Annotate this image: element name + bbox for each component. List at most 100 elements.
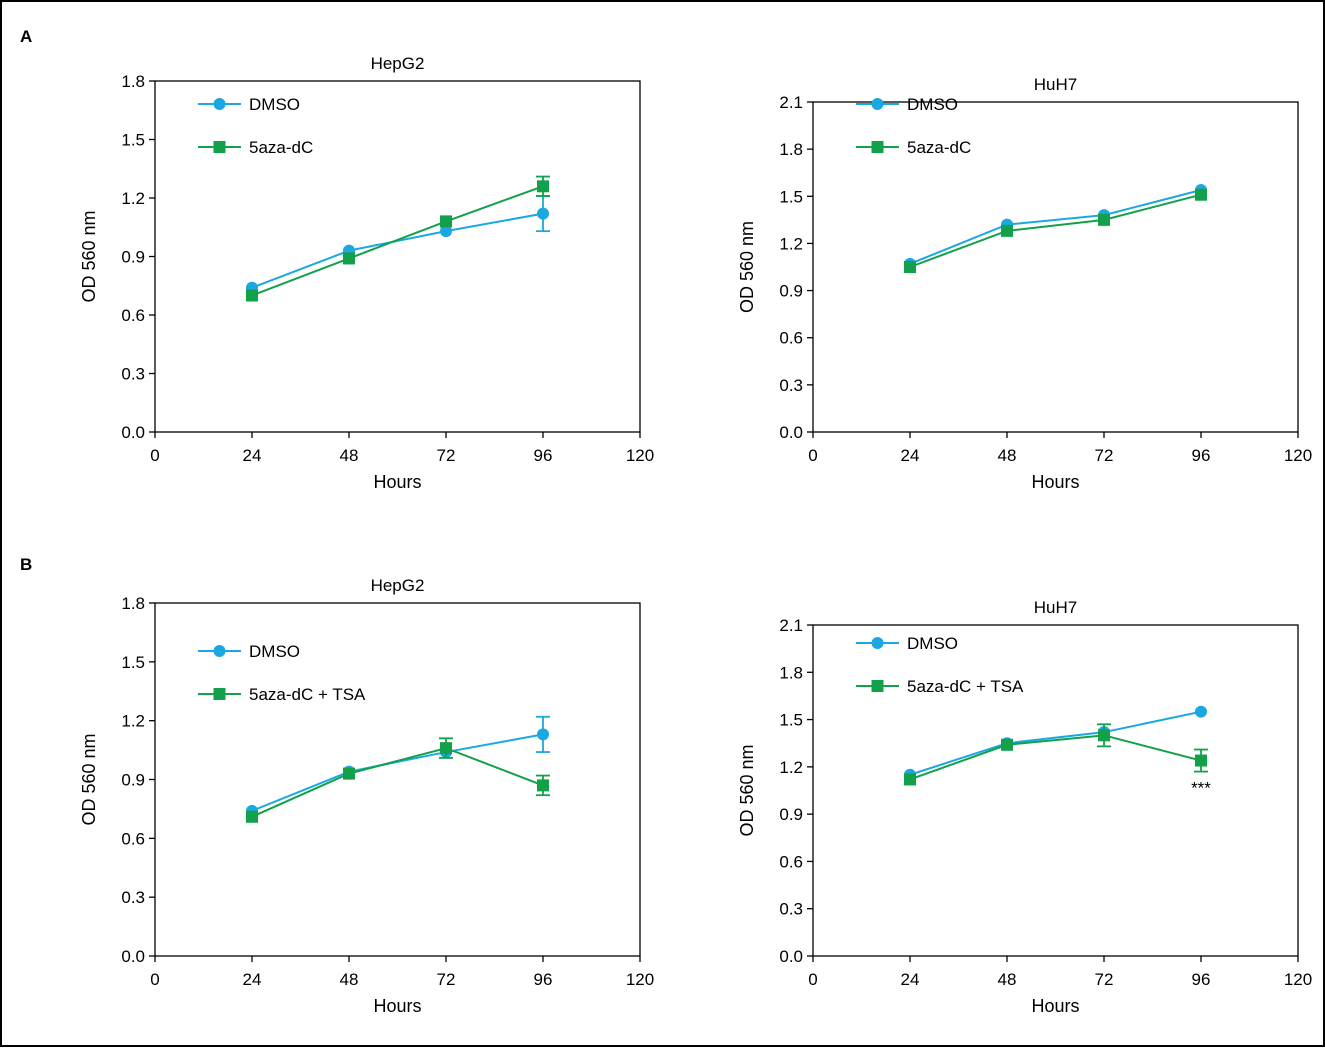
chart-title: HepG2: [371, 54, 425, 73]
data-point: [1098, 729, 1110, 742]
chart-3: HepG2 0 24 48 72 96 120 0.0 0.3 0.6 0.9 1.2 1.5 1.8 Ho…: [79, 576, 654, 1016]
x-tick-label: 72: [1095, 970, 1114, 989]
legend-item: DMSO: [856, 634, 958, 653]
data-point: [440, 742, 452, 755]
x-tick-label: 72: [437, 446, 456, 465]
x-tick-label: 96: [1192, 970, 1211, 989]
legend-item: 5aza-dC: [198, 138, 313, 157]
plot-area: [812, 101, 1299, 433]
chart-title: HuH7: [1034, 75, 1077, 94]
series-line: [909, 710, 1202, 776]
x-tick-label: 24: [243, 970, 262, 989]
panel-label-b: B: [20, 555, 32, 574]
x-tick-label: 48: [340, 446, 359, 465]
legend-marker: [871, 98, 884, 110]
legend-item: 5aza-dC + TSA: [856, 677, 1024, 696]
x-axis-label: Hours: [1031, 472, 1079, 492]
data-point: [1001, 738, 1013, 751]
data-point: [1195, 754, 1207, 767]
legend-label: DMSO: [907, 634, 958, 653]
y-tick-label: 0.6: [779, 852, 803, 871]
series-treated: [904, 723, 1208, 786]
y-tick-label: 1.5: [779, 711, 803, 730]
data-point: [537, 180, 549, 193]
legend-item: DMSO: [198, 642, 300, 661]
legend-marker: [213, 141, 226, 153]
x-tick-label: 96: [1192, 446, 1211, 465]
y-tick-label: 0.3: [121, 888, 145, 907]
x-tick-label: 0: [808, 446, 817, 465]
x-tick-label: 96: [534, 970, 553, 989]
x-tick-label: 96: [534, 446, 553, 465]
data-point: [1001, 224, 1013, 237]
legend-item: DMSO: [198, 95, 300, 114]
legend-marker: [871, 141, 884, 153]
legend-label: 5aza-dC: [249, 138, 313, 157]
data-point: [904, 773, 916, 786]
y-tick-label: 0.6: [779, 329, 803, 348]
x-tick-label: 0: [808, 970, 817, 989]
y-axis-label: OD 560 nm: [737, 744, 757, 836]
x-tick-label: 0: [150, 446, 159, 465]
legend-label: DMSO: [907, 95, 958, 114]
y-tick-label: 1.2: [779, 758, 803, 777]
y-tick-label: 0.6: [121, 829, 145, 848]
x-tick-label: 24: [901, 970, 920, 989]
chart-4: HuH7 0 24 48 72 96 120 0.0 0.3 0.6 0.9 1.2 1.5 1.8 2.1…: [737, 598, 1312, 1016]
x-tick-label: 120: [626, 970, 654, 989]
y-tick-label: 0.9: [121, 248, 145, 267]
chart-2: HuH7 0 24 48 72 96 120 0.0 0.3 0.6 0.9 1.2 1.5 1.8 2.1…: [737, 75, 1312, 492]
series-line: [909, 193, 1202, 268]
series-line: [909, 734, 1202, 781]
legend-label: DMSO: [249, 642, 300, 661]
x-axis-label: Hours: [1031, 996, 1079, 1016]
data-point: [246, 810, 258, 823]
x-axis-label: Hours: [373, 472, 421, 492]
legend-item: 5aza-dC + TSA: [198, 685, 366, 704]
series-line: [251, 747, 544, 818]
x-tick-label: 120: [1284, 446, 1312, 465]
significance-mark: ***: [1191, 779, 1211, 798]
series-line: [909, 189, 1202, 265]
y-tick-label: 0.0: [779, 947, 803, 966]
legend-marker: [213, 688, 226, 700]
data-point: [343, 767, 355, 780]
y-axis-label: OD 560 nm: [79, 210, 99, 302]
y-tick-label: 0.3: [779, 900, 803, 919]
y-tick-label: 0.9: [779, 805, 803, 824]
data-point: [246, 289, 258, 302]
y-tick-label: 1.8: [121, 72, 145, 91]
chart-title: HuH7: [1034, 598, 1077, 617]
legend-label: 5aza-dC: [907, 138, 971, 157]
data-point: [440, 215, 452, 228]
plot-area: [812, 624, 1299, 957]
y-tick-label: 0.9: [121, 771, 145, 790]
panel-label-a: A: [20, 27, 32, 46]
legend-item: DMSO: [856, 95, 958, 114]
data-point: [537, 779, 549, 792]
y-tick-label: 0.0: [121, 423, 145, 442]
legend-marker: [871, 680, 884, 692]
y-tick-label: 2.1: [779, 616, 803, 635]
series-treated: [904, 188, 1207, 273]
y-tick-label: 1.5: [121, 653, 145, 672]
x-tick-label: 48: [340, 970, 359, 989]
y-tick-label: 0.0: [121, 947, 145, 966]
legend-label: DMSO: [249, 95, 300, 114]
chart-title: HepG2: [371, 576, 425, 595]
data-point: [1098, 213, 1110, 226]
x-tick-label: 48: [998, 970, 1017, 989]
chart-1: HepG2 0 24 48 72 96 120 0.0 0.3 0.6 0.9 1.2 1.5 1.8 Ho…: [79, 54, 654, 492]
y-tick-label: 0.0: [779, 423, 803, 442]
x-tick-label: 24: [901, 446, 920, 465]
y-axis-label: OD 560 nm: [737, 221, 757, 313]
y-tick-label: 0.9: [779, 282, 803, 301]
y-tick-label: 1.2: [121, 712, 145, 731]
data-point: [537, 728, 549, 741]
legend-item: 5aza-dC: [856, 138, 971, 157]
y-tick-label: 1.5: [121, 131, 145, 150]
x-tick-label: 48: [998, 446, 1017, 465]
